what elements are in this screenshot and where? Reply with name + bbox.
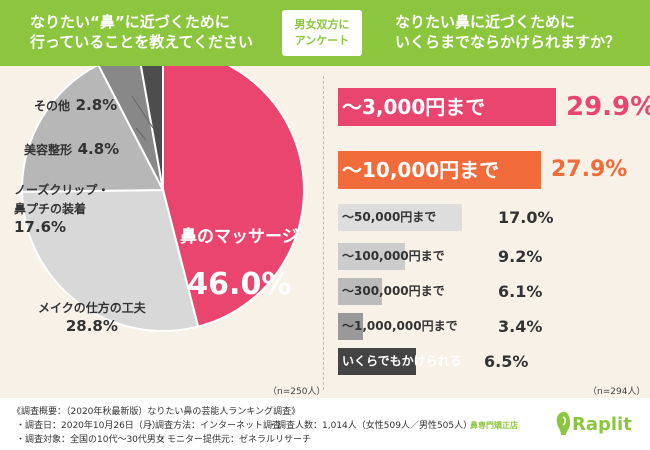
bar-value-label: 9.2% <box>498 247 543 266</box>
label-nose-clip-name: ノーズクリップ・ 鼻プチの装着 <box>14 183 110 216</box>
survey-count: ・調査人数：1,014人（女性509人／男性505人） <box>268 421 473 431</box>
leader-line <box>131 95 154 129</box>
bar-category-label: ～10,000円まで <box>342 158 500 182</box>
question-right: なりたい鼻に近づくために いくらまでならかけられますか？ <box>395 13 621 51</box>
survey-date: ・調査日：2020年10月26日（月） <box>16 421 161 431</box>
bar-value-label: 6.5% <box>484 352 529 371</box>
label-makeup: メイクの仕方の工夫 28.8% <box>38 298 146 335</box>
bar-category-label: ～1,000,000円まで <box>342 319 458 333</box>
pie-center-value: 46.0% <box>187 267 292 302</box>
bar-mark <box>338 243 405 270</box>
brand-logo-icon <box>556 412 570 435</box>
brand-name: Raplit <box>572 414 632 435</box>
label-nose-clip-value: 17.6% <box>14 218 67 236</box>
slice-makeup <box>20 188 200 332</box>
label-cosmetic-surgery-value: 4.8% <box>77 140 120 158</box>
bar-category-label: ～3,000円まで <box>342 95 486 119</box>
pie-sample-note: （n=250人） <box>268 387 326 397</box>
bar-mark <box>338 204 462 231</box>
label-makeup-value: 28.8% <box>65 317 118 335</box>
bar-category-label: ～300,000円まで <box>342 284 445 298</box>
label-other-value: 2.8% <box>75 96 118 114</box>
bar-mark <box>338 348 416 375</box>
label-cosmetic-surgery-name: 美容整形 <box>24 143 73 157</box>
survey-method: ・調査方法：インターネット調査 <box>146 421 282 431</box>
bar-mark <box>338 88 556 126</box>
pie-center-label: 鼻のマッサージ 46.0% <box>180 208 299 322</box>
question-left: なりたい“鼻”に近づくために 行っていることを教えてください <box>30 13 254 51</box>
footer: 《調査概要：（2020年秋最新版）なりたい鼻の芸能人ランキング調査》 ・調査日：… <box>0 398 650 450</box>
label-nose-clip: ノーズクリップ・ 鼻プチの装着 17.6% <box>14 180 109 236</box>
bar-mark <box>338 313 363 340</box>
slice-massage <box>162 66 305 328</box>
survey-provider: ・モニター提供元：ゼネラルリサーチ <box>158 435 312 445</box>
slice-other <box>139 66 164 191</box>
leader-line <box>135 127 147 141</box>
bar-sample-note: （n=294人） <box>588 387 646 397</box>
pie-chart <box>20 66 305 332</box>
pie-center-name: 鼻のマッサージ <box>180 227 299 247</box>
bar-value-label: 27.9% <box>551 157 628 182</box>
header-banner: なりたい“鼻”に近づくために 行っていることを教えてください 男女双方に アンケ… <box>0 0 650 66</box>
bar-category-label: いくらでもかけられる <box>342 354 462 368</box>
label-other-name: その他 <box>34 99 71 113</box>
bar-mark <box>338 151 541 189</box>
bar-value-label: 29.9% <box>566 92 650 122</box>
survey-badge: 男女双方に アンケート <box>282 10 362 56</box>
survey-summary-title: 《調査概要：（2020年秋最新版）なりたい鼻の芸能人ランキング調査》 <box>12 407 301 417</box>
slice-nose-clip <box>21 66 165 193</box>
bar-mark <box>338 278 382 305</box>
bar-value-label: 17.0% <box>498 208 554 227</box>
label-other: その他 2.8% <box>34 96 117 115</box>
bar-value-label: 6.1% <box>498 282 543 301</box>
label-makeup-name: メイクの仕方の工夫 <box>38 301 146 315</box>
label-cosmetic-surgery: 美容整形 4.8% <box>24 140 119 159</box>
slice-cosmetic-surgery <box>97 66 164 191</box>
panel-divider <box>323 76 325 390</box>
survey-target: ・調査対象：全国の10代～30代男女 <box>16 435 165 445</box>
bar-category-label: ～50,000円まで <box>342 210 437 224</box>
bar-category-label: ～100,000円まで <box>342 249 445 263</box>
brand-tagline: 鼻専門矯正店 <box>470 421 518 430</box>
bar-value-label: 3.4% <box>498 317 543 336</box>
